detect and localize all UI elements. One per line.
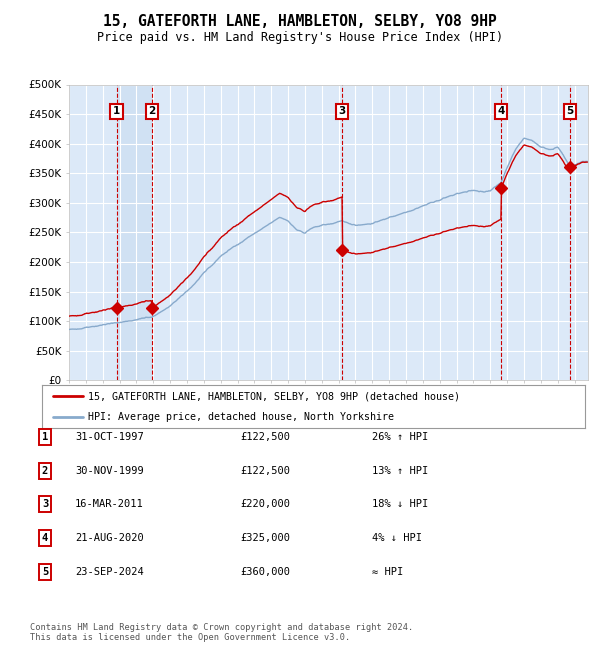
Text: £122,500: £122,500	[240, 432, 290, 442]
Text: HPI: Average price, detached house, North Yorkshire: HPI: Average price, detached house, Nort…	[88, 412, 394, 422]
Text: Contains HM Land Registry data © Crown copyright and database right 2024.
This d: Contains HM Land Registry data © Crown c…	[30, 623, 413, 642]
Text: 13% ↑ HPI: 13% ↑ HPI	[372, 465, 428, 476]
Text: 2: 2	[42, 465, 48, 476]
Text: 26% ↑ HPI: 26% ↑ HPI	[372, 432, 428, 442]
Text: 5: 5	[42, 567, 48, 577]
Text: 16-MAR-2011: 16-MAR-2011	[75, 499, 144, 510]
Text: 4: 4	[42, 533, 48, 543]
Text: 5: 5	[566, 106, 574, 116]
Text: 3: 3	[42, 499, 48, 510]
Text: 4: 4	[497, 106, 505, 116]
Text: ≈ HPI: ≈ HPI	[372, 567, 403, 577]
Text: 2: 2	[148, 106, 155, 116]
Text: £220,000: £220,000	[240, 499, 290, 510]
Text: Price paid vs. HM Land Registry's House Price Index (HPI): Price paid vs. HM Land Registry's House …	[97, 31, 503, 44]
Text: 15, GATEFORTH LANE, HAMBLETON, SELBY, YO8 9HP (detached house): 15, GATEFORTH LANE, HAMBLETON, SELBY, YO…	[88, 391, 460, 401]
Text: £360,000: £360,000	[240, 567, 290, 577]
Text: 3: 3	[338, 106, 346, 116]
Text: 4% ↓ HPI: 4% ↓ HPI	[372, 533, 422, 543]
Bar	[116, 84, 152, 380]
Text: 18% ↓ HPI: 18% ↓ HPI	[372, 499, 428, 510]
Text: 23-SEP-2024: 23-SEP-2024	[75, 567, 144, 577]
Text: 21-AUG-2020: 21-AUG-2020	[75, 533, 144, 543]
Text: 30-NOV-1999: 30-NOV-1999	[75, 465, 144, 476]
Text: £122,500: £122,500	[240, 465, 290, 476]
Text: £325,000: £325,000	[240, 533, 290, 543]
Text: 1: 1	[113, 106, 121, 116]
Text: 1: 1	[42, 432, 48, 442]
Text: 15, GATEFORTH LANE, HAMBLETON, SELBY, YO8 9HP: 15, GATEFORTH LANE, HAMBLETON, SELBY, YO…	[103, 14, 497, 29]
Text: 31-OCT-1997: 31-OCT-1997	[75, 432, 144, 442]
